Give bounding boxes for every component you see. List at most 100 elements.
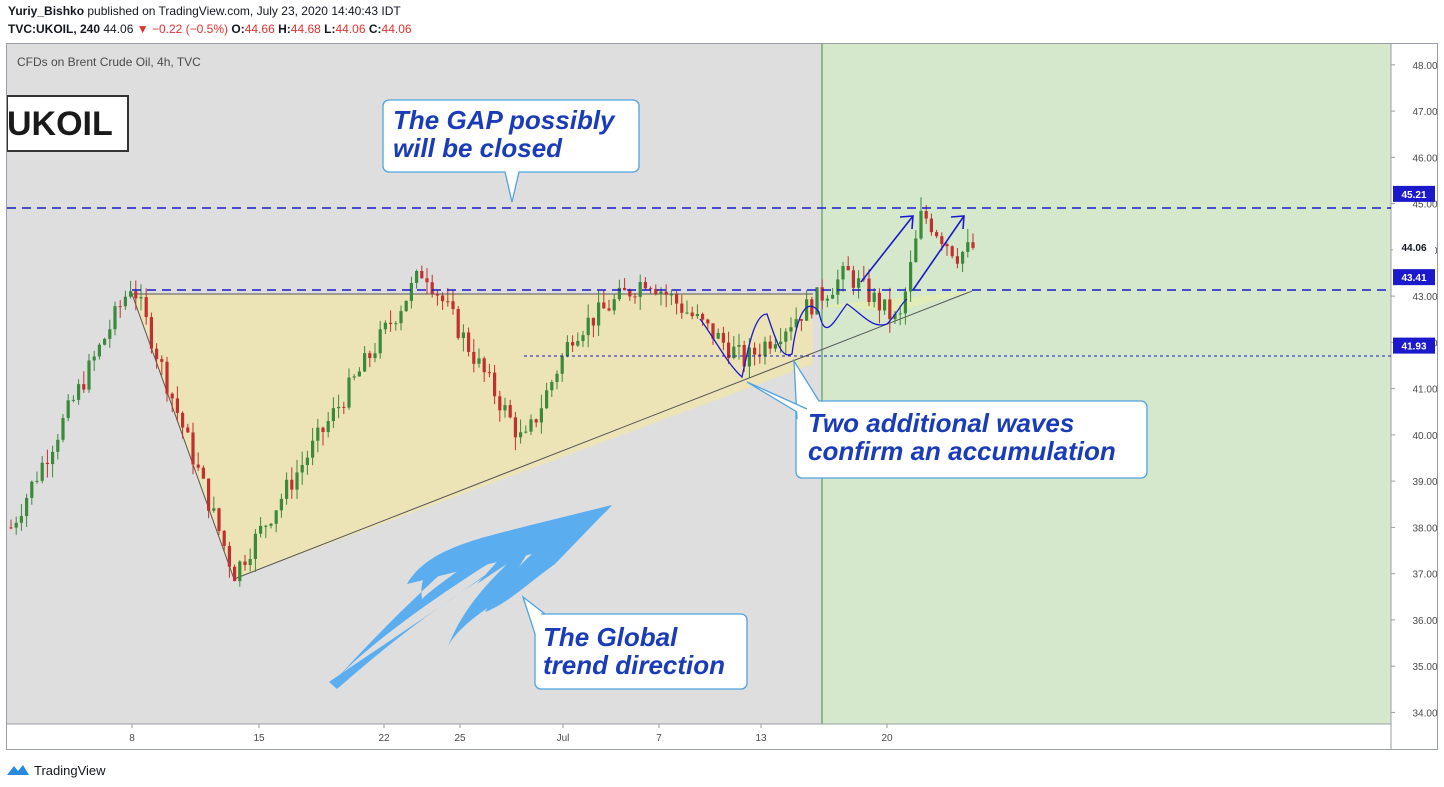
candle-body: [467, 332, 471, 352]
candle-body: [409, 283, 413, 301]
candle-body: [638, 281, 642, 297]
candle-body: [19, 516, 23, 523]
candle-body: [446, 301, 450, 303]
candle-body: [35, 480, 39, 482]
candle-body: [555, 373, 559, 383]
candle-body: [571, 342, 575, 346]
candle-body: [472, 351, 476, 364]
tradingview-logo-icon[interactable]: [6, 763, 30, 777]
footer: TradingView: [6, 760, 106, 780]
time-scale-background: [7, 724, 1391, 749]
close-label: C:: [368, 22, 382, 36]
candle-body: [425, 278, 429, 283]
candle-body: [888, 299, 892, 320]
candle-body: [706, 319, 710, 324]
candle-body: [290, 479, 294, 490]
candle-body: [201, 467, 205, 479]
candle-body: [779, 341, 783, 345]
candle-body: [924, 211, 928, 219]
candle-body: [836, 279, 840, 295]
price-label-box: [1393, 337, 1435, 354]
candle-body: [617, 287, 621, 300]
x-tick-label: 13: [755, 733, 767, 744]
candle-body: [316, 427, 320, 441]
candle-body: [831, 294, 835, 299]
candle-body: [633, 296, 637, 298]
candle-body: [144, 297, 148, 318]
author-name[interactable]: Yuriy_Bishko: [8, 4, 85, 18]
candle-body: [612, 299, 616, 311]
candle-body: [519, 432, 523, 438]
candle-body: [950, 246, 954, 257]
candle-body: [711, 323, 715, 339]
x-tick-label: Jul: [557, 733, 570, 744]
price-label-box: [1393, 239, 1435, 256]
candle-body: [451, 301, 455, 310]
tradingview-brand[interactable]: TradingView: [34, 762, 106, 778]
x-tick-label: 22: [378, 733, 390, 744]
projection-arrow-1: [860, 215, 914, 283]
candle-body: [259, 525, 263, 534]
candle-body: [342, 406, 346, 408]
candle-body: [82, 384, 86, 390]
x-tick-label: 8: [129, 733, 135, 744]
candle-body: [248, 558, 252, 566]
price-scale-background: [1391, 44, 1437, 749]
candle-body: [56, 439, 60, 452]
candle-body: [482, 358, 486, 373]
candle-body: [456, 309, 460, 339]
candle-body: [690, 312, 694, 317]
publish-info: published on TradingView.com, July 23, 2…: [87, 4, 401, 18]
candle-body: [805, 299, 809, 321]
candle-body: [955, 256, 959, 264]
candle-body: [243, 561, 247, 566]
candle-body: [747, 347, 751, 367]
candle-body: [576, 340, 580, 346]
price-labels: 45.21 44.06 43.41 41.93: [1393, 185, 1435, 354]
high-label: H:: [278, 22, 291, 36]
candle-body: [311, 440, 315, 458]
candle-body: [139, 297, 143, 299]
candle-body: [383, 322, 387, 330]
price-chart[interactable]: UKOIL CFDs on Brent Crude Oil, 4h, TVC T…: [7, 44, 1437, 749]
callout-gap-line-2: will be closed: [393, 133, 563, 163]
candle-body: [87, 360, 91, 390]
candle-body: [550, 382, 554, 391]
price-label-box: [1393, 185, 1435, 202]
candle-body: [877, 292, 881, 311]
y-tick-label: 43.00: [1412, 292, 1437, 303]
candle-body: [680, 303, 684, 313]
candle-body: [773, 344, 777, 349]
projection-arrowhead-2: [950, 215, 965, 230]
candle-body: [279, 498, 283, 511]
candle-body: [935, 232, 939, 237]
y-tick-label: 34.00: [1412, 708, 1437, 719]
candle-body: [498, 396, 502, 411]
candle-body: [701, 313, 705, 320]
candle-body: [207, 478, 211, 511]
symbol-label: TVC:UKOIL, 240: [8, 22, 101, 36]
chart-frame[interactable]: UKOIL CFDs on Brent Crude Oil, 4h, TVC T…: [6, 43, 1438, 750]
candle-body: [914, 238, 918, 263]
candle-body: [534, 419, 538, 423]
candle-body: [675, 294, 679, 304]
candle-body: [503, 405, 507, 411]
candle-body: [404, 300, 408, 312]
header-ohlc-line: TVC:UKOIL, 240 44.06 ▼ −0.22 (−0.5%) O:4…: [8, 22, 412, 36]
header-publish-line: Yuriy_Bishko published on TradingView.co…: [8, 4, 401, 18]
candle-body: [940, 236, 944, 245]
candle-body: [14, 522, 18, 528]
candle-body: [186, 427, 190, 433]
y-tick-label: 36.00: [1412, 616, 1437, 627]
candle-body: [539, 408, 543, 423]
candle-body: [66, 400, 70, 419]
y-tick-label: 47.00: [1412, 107, 1437, 118]
candle-body: [768, 341, 772, 349]
candle-body: [669, 294, 673, 296]
candle-body: [591, 317, 595, 326]
candle-body: [77, 384, 81, 400]
future-zone: [822, 44, 1391, 724]
candle-body: [149, 317, 153, 349]
x-tick-label: 25: [454, 733, 466, 744]
candle-body: [643, 281, 647, 289]
